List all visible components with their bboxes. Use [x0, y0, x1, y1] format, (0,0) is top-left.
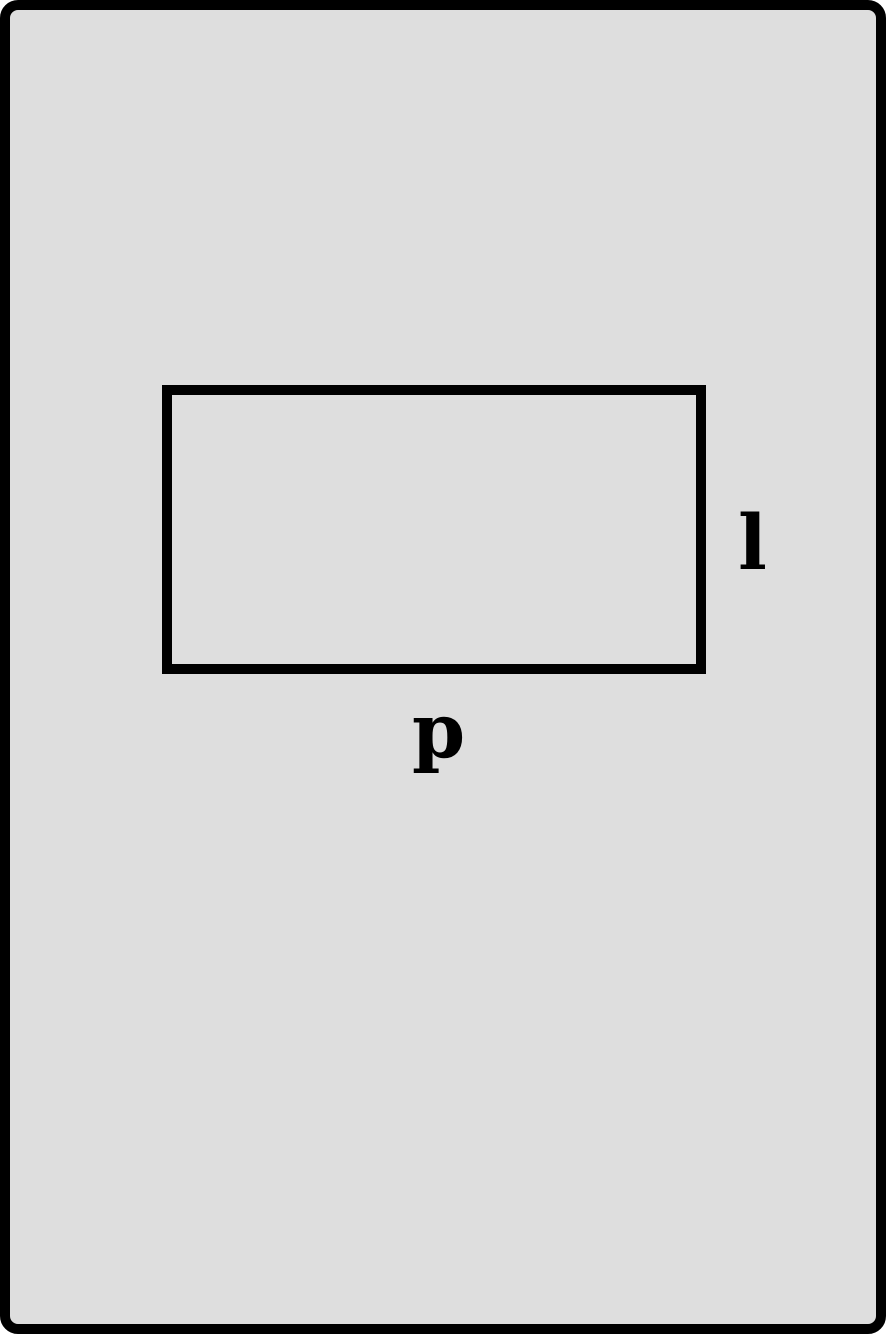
- rectangle-bottom-label: p: [412, 686, 466, 775]
- rectangle-side-label: l: [738, 498, 767, 587]
- rectangle-shape: [162, 385, 706, 674]
